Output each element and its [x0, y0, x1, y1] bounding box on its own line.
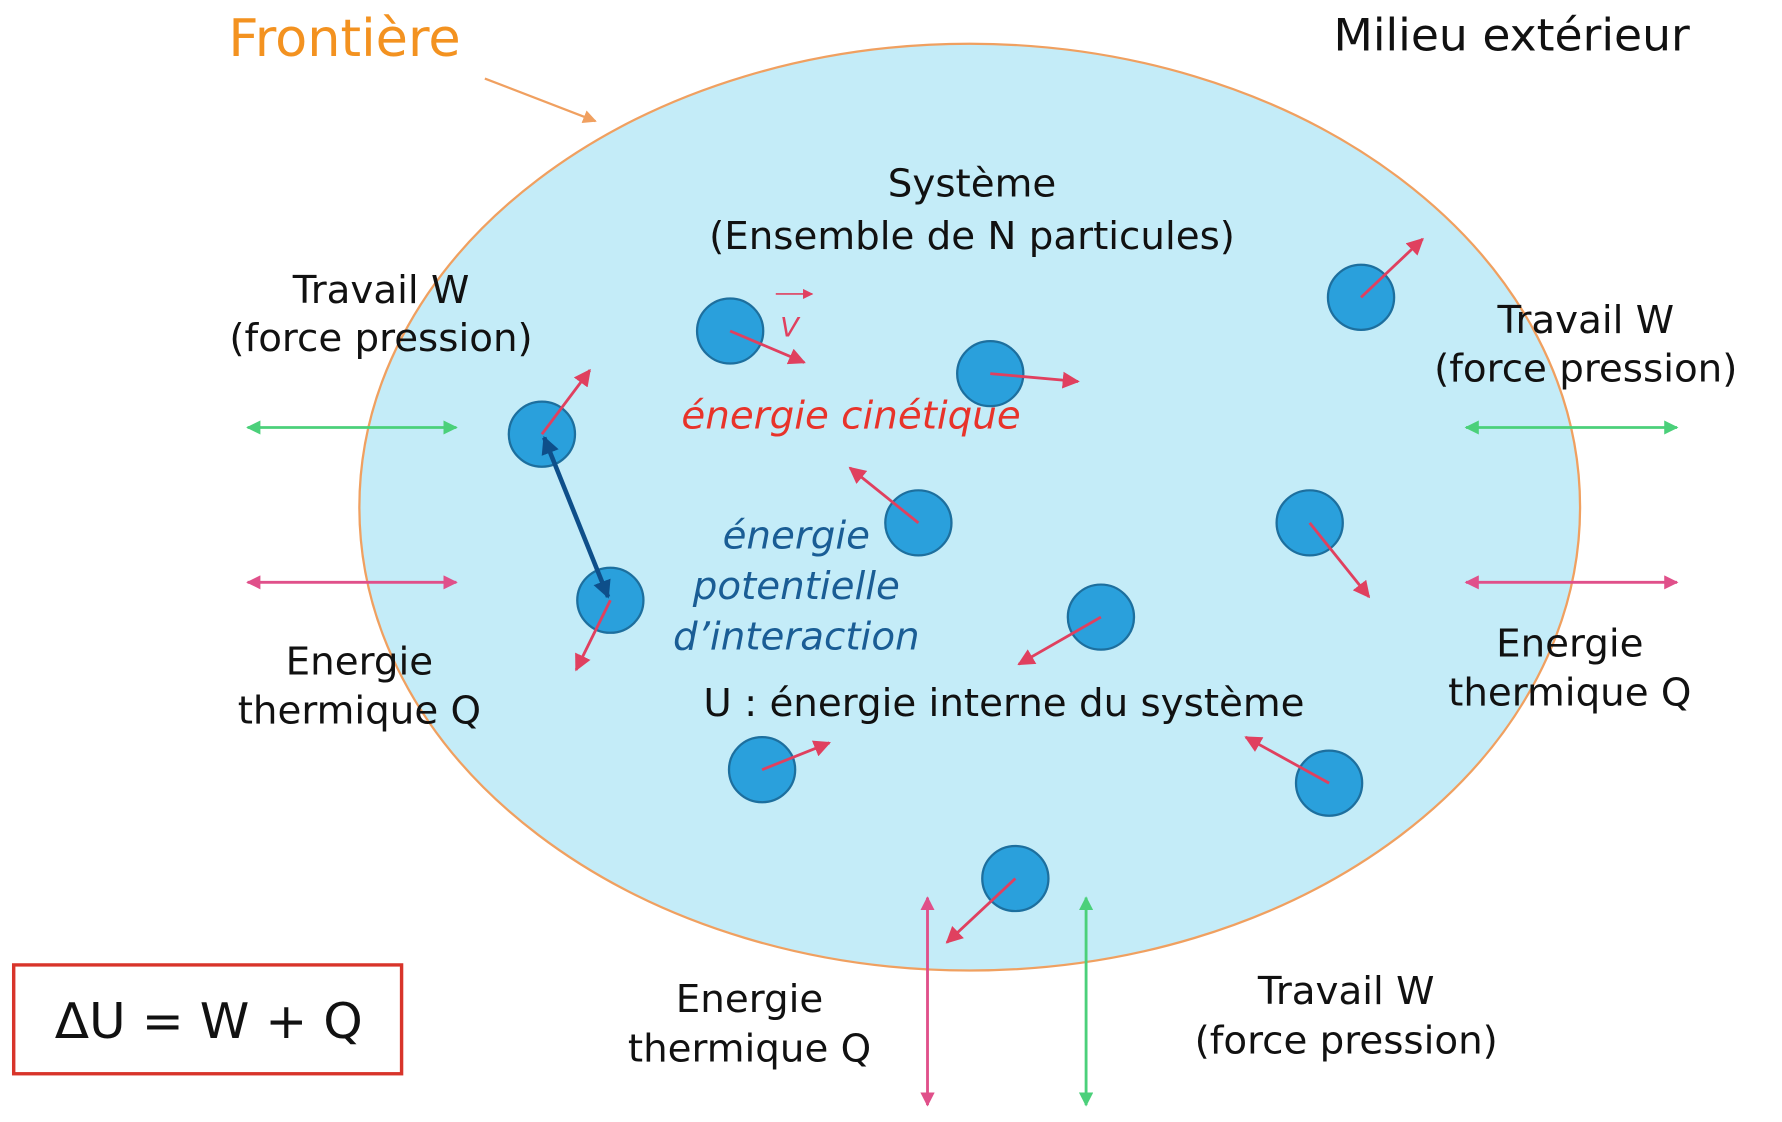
work-label: Travail W: [1257, 969, 1435, 1014]
heat-label: Energie: [1496, 622, 1643, 667]
equation: ΔU = W + Q: [55, 992, 363, 1050]
boundary-pointer: [485, 79, 596, 122]
work-label: Travail W: [292, 268, 470, 313]
diagram: Frontière Milieu extérieur Système (Ense…: [0, 0, 1782, 1122]
system-title: Système: [888, 162, 1056, 207]
heat-label: thermique Q: [628, 1027, 871, 1072]
potential-energy: énergie: [723, 514, 870, 559]
internal-energy: U : énergie interne du système: [703, 681, 1304, 726]
work-label: (force pression): [229, 316, 532, 361]
work-label: (force pression): [1195, 1019, 1498, 1064]
boundary-label: Frontière: [228, 9, 460, 68]
work-label: Travail W: [1496, 299, 1674, 344]
kinetic-energy: énergie cinétique: [681, 394, 1020, 439]
page: {"boundary_label":"Frontière","outside_l…: [0, 0, 1782, 1122]
particle: [509, 402, 575, 467]
outside-label: Milieu extérieur: [1333, 9, 1690, 62]
velocity-label: V: [780, 313, 801, 344]
heat-label: Energie: [676, 977, 823, 1022]
system-subtitle: (Ensemble de N particules): [709, 214, 1235, 259]
potential-energy: d’interaction: [673, 615, 920, 660]
work-label: (force pression): [1434, 347, 1737, 392]
potential-energy: potentielle: [692, 564, 900, 609]
heat-label: thermique Q: [238, 689, 481, 734]
heat-label: Energie: [286, 640, 433, 685]
heat-label: thermique Q: [1448, 671, 1691, 716]
